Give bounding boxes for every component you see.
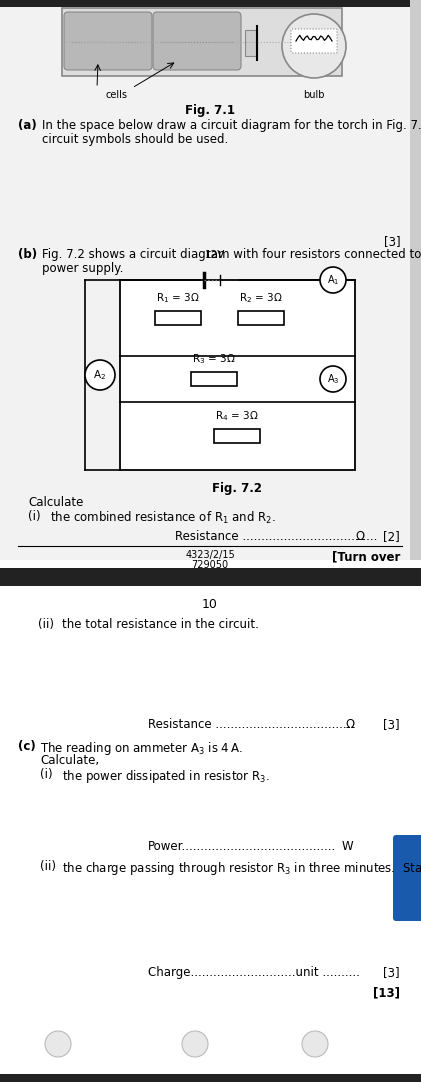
Text: 10: 10 — [202, 598, 218, 611]
Text: power supply.: power supply. — [42, 262, 123, 275]
Text: Ω: Ω — [355, 530, 364, 543]
Bar — [245, 30, 257, 56]
Text: 12V: 12V — [205, 250, 225, 260]
Text: [13]: [13] — [373, 986, 400, 999]
Bar — [191, 372, 237, 386]
Circle shape — [182, 1031, 208, 1057]
Text: [3]: [3] — [384, 718, 400, 731]
Text: (i): (i) — [40, 768, 53, 781]
Bar — [62, 8, 342, 76]
Text: R$_3$ = 3Ω: R$_3$ = 3Ω — [192, 353, 236, 366]
Text: A$_3$: A$_3$ — [327, 372, 339, 386]
Text: Calculate,: Calculate, — [40, 754, 99, 767]
Text: the combined resistance of R$_1$ and R$_2$.: the combined resistance of R$_1$ and R$_… — [50, 510, 276, 526]
Text: Ω: Ω — [345, 718, 354, 731]
Text: A$_1$: A$_1$ — [327, 273, 339, 287]
FancyBboxPatch shape — [393, 835, 421, 921]
Circle shape — [302, 1031, 328, 1057]
FancyBboxPatch shape — [291, 29, 337, 53]
Text: [Turn over: [Turn over — [332, 550, 400, 563]
Bar — [0, 586, 421, 1082]
Text: (c): (c) — [18, 740, 36, 753]
Text: Fig. 7.2: Fig. 7.2 — [212, 481, 262, 494]
Text: Fig. 7.2 shows a circuit diagram with four resistors connected to a 12 V: Fig. 7.2 shows a circuit diagram with fo… — [42, 248, 421, 261]
Text: R$_4$ = 3Ω: R$_4$ = 3Ω — [215, 409, 259, 423]
Text: (ii): (ii) — [40, 860, 56, 873]
Text: R$_1$ = 3Ω: R$_1$ = 3Ω — [156, 291, 200, 305]
Bar — [0, 568, 421, 586]
Circle shape — [282, 14, 346, 78]
Text: (b): (b) — [18, 248, 37, 261]
Circle shape — [85, 360, 115, 390]
Text: Resistance ....................................: Resistance .............................… — [148, 718, 350, 731]
Text: [2]: [2] — [383, 530, 400, 543]
Text: Charge............................unit ..........: Charge............................unit .… — [148, 966, 360, 979]
Bar — [238, 311, 284, 325]
Text: Resistance ....................................: Resistance .............................… — [175, 530, 377, 543]
Text: 729050: 729050 — [192, 560, 229, 570]
Bar — [410, 0, 421, 560]
Bar — [0, 0, 421, 560]
Bar — [214, 428, 260, 443]
FancyBboxPatch shape — [64, 12, 152, 70]
Text: In the space below draw a circuit diagram for the torch in Fig. 7.1.  Correct: In the space below draw a circuit diagra… — [42, 119, 421, 132]
Text: bulb: bulb — [303, 90, 325, 100]
Text: [3]: [3] — [384, 235, 401, 248]
Text: the charge passing through resistor R$_3$ in three minutes.  State the unit.: the charge passing through resistor R$_3… — [62, 860, 421, 878]
Circle shape — [45, 1031, 71, 1057]
Text: cells: cells — [106, 90, 128, 100]
Bar — [0, 1074, 421, 1082]
Bar — [120, 280, 355, 470]
Text: [3]: [3] — [384, 966, 400, 979]
Bar — [155, 311, 201, 325]
Text: circuit symbols should be used.: circuit symbols should be used. — [42, 133, 228, 146]
FancyBboxPatch shape — [153, 12, 241, 70]
Text: 4323/2/15: 4323/2/15 — [185, 550, 235, 560]
Circle shape — [320, 366, 346, 392]
Text: (ii): (ii) — [38, 618, 54, 631]
Text: (i): (i) — [28, 510, 40, 523]
Text: A$_2$: A$_2$ — [93, 368, 107, 382]
Bar — [0, 0, 421, 6]
Text: Calculate: Calculate — [28, 496, 83, 509]
Circle shape — [320, 267, 346, 293]
Text: W: W — [342, 840, 354, 853]
Text: the total resistance in the circuit.: the total resistance in the circuit. — [62, 618, 259, 631]
Text: (a): (a) — [18, 119, 37, 132]
Text: the power dissipated in resistor R$_3$.: the power dissipated in resistor R$_3$. — [62, 768, 270, 786]
Text: The reading on ammeter A$_3$ is 4 A.: The reading on ammeter A$_3$ is 4 A. — [40, 740, 243, 757]
Text: Fig. 7.1: Fig. 7.1 — [185, 104, 235, 117]
Text: R$_2$ = 3Ω: R$_2$ = 3Ω — [239, 291, 283, 305]
Text: Power.........................................: Power...................................… — [148, 840, 336, 853]
